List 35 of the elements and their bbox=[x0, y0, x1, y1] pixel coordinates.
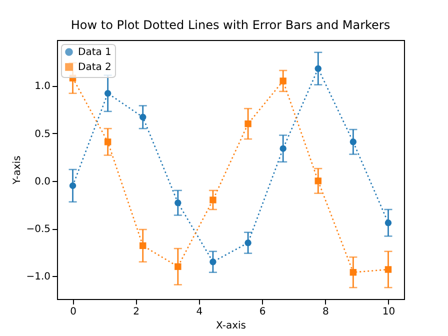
x-axis-title: X-axis bbox=[216, 320, 246, 332]
y-tick-label: 1.0 bbox=[34, 81, 50, 92]
legend-label: Data 2 bbox=[78, 62, 112, 73]
x-tick-label: 8 bbox=[322, 306, 329, 318]
point bbox=[314, 178, 322, 184]
point bbox=[140, 242, 146, 250]
point bbox=[384, 266, 392, 273]
x-tick-label: 0 bbox=[70, 306, 76, 318]
x-tick-label: 4 bbox=[196, 306, 203, 318]
point bbox=[140, 114, 146, 120]
point bbox=[280, 78, 286, 84]
y-tick-label: −1.0 bbox=[26, 272, 50, 283]
point bbox=[210, 258, 216, 266]
point bbox=[244, 120, 252, 128]
point bbox=[280, 145, 286, 152]
point bbox=[104, 90, 112, 97]
chart-title: How to Plot Dotted Lines with Error Bars and Markers bbox=[70, 18, 390, 32]
point bbox=[104, 138, 112, 146]
point bbox=[69, 182, 76, 190]
y-tick-label: −0.5 bbox=[26, 224, 50, 236]
x-tick-label: 2 bbox=[133, 306, 140, 318]
x-tick-label: 10 bbox=[382, 306, 396, 318]
x-tick-label: 6 bbox=[259, 306, 266, 318]
y-tick-label: 0.0 bbox=[34, 176, 50, 188]
y-axis-title: Y-axis bbox=[12, 156, 24, 186]
point bbox=[350, 138, 357, 146]
point bbox=[314, 65, 322, 72]
point bbox=[244, 239, 252, 246]
legend-label: Data 1 bbox=[78, 47, 112, 58]
point bbox=[350, 268, 357, 276]
point bbox=[384, 219, 392, 226]
point bbox=[174, 199, 182, 206]
y-tick-label: 0.5 bbox=[34, 128, 50, 140]
point bbox=[210, 196, 216, 204]
point bbox=[174, 263, 182, 270]
